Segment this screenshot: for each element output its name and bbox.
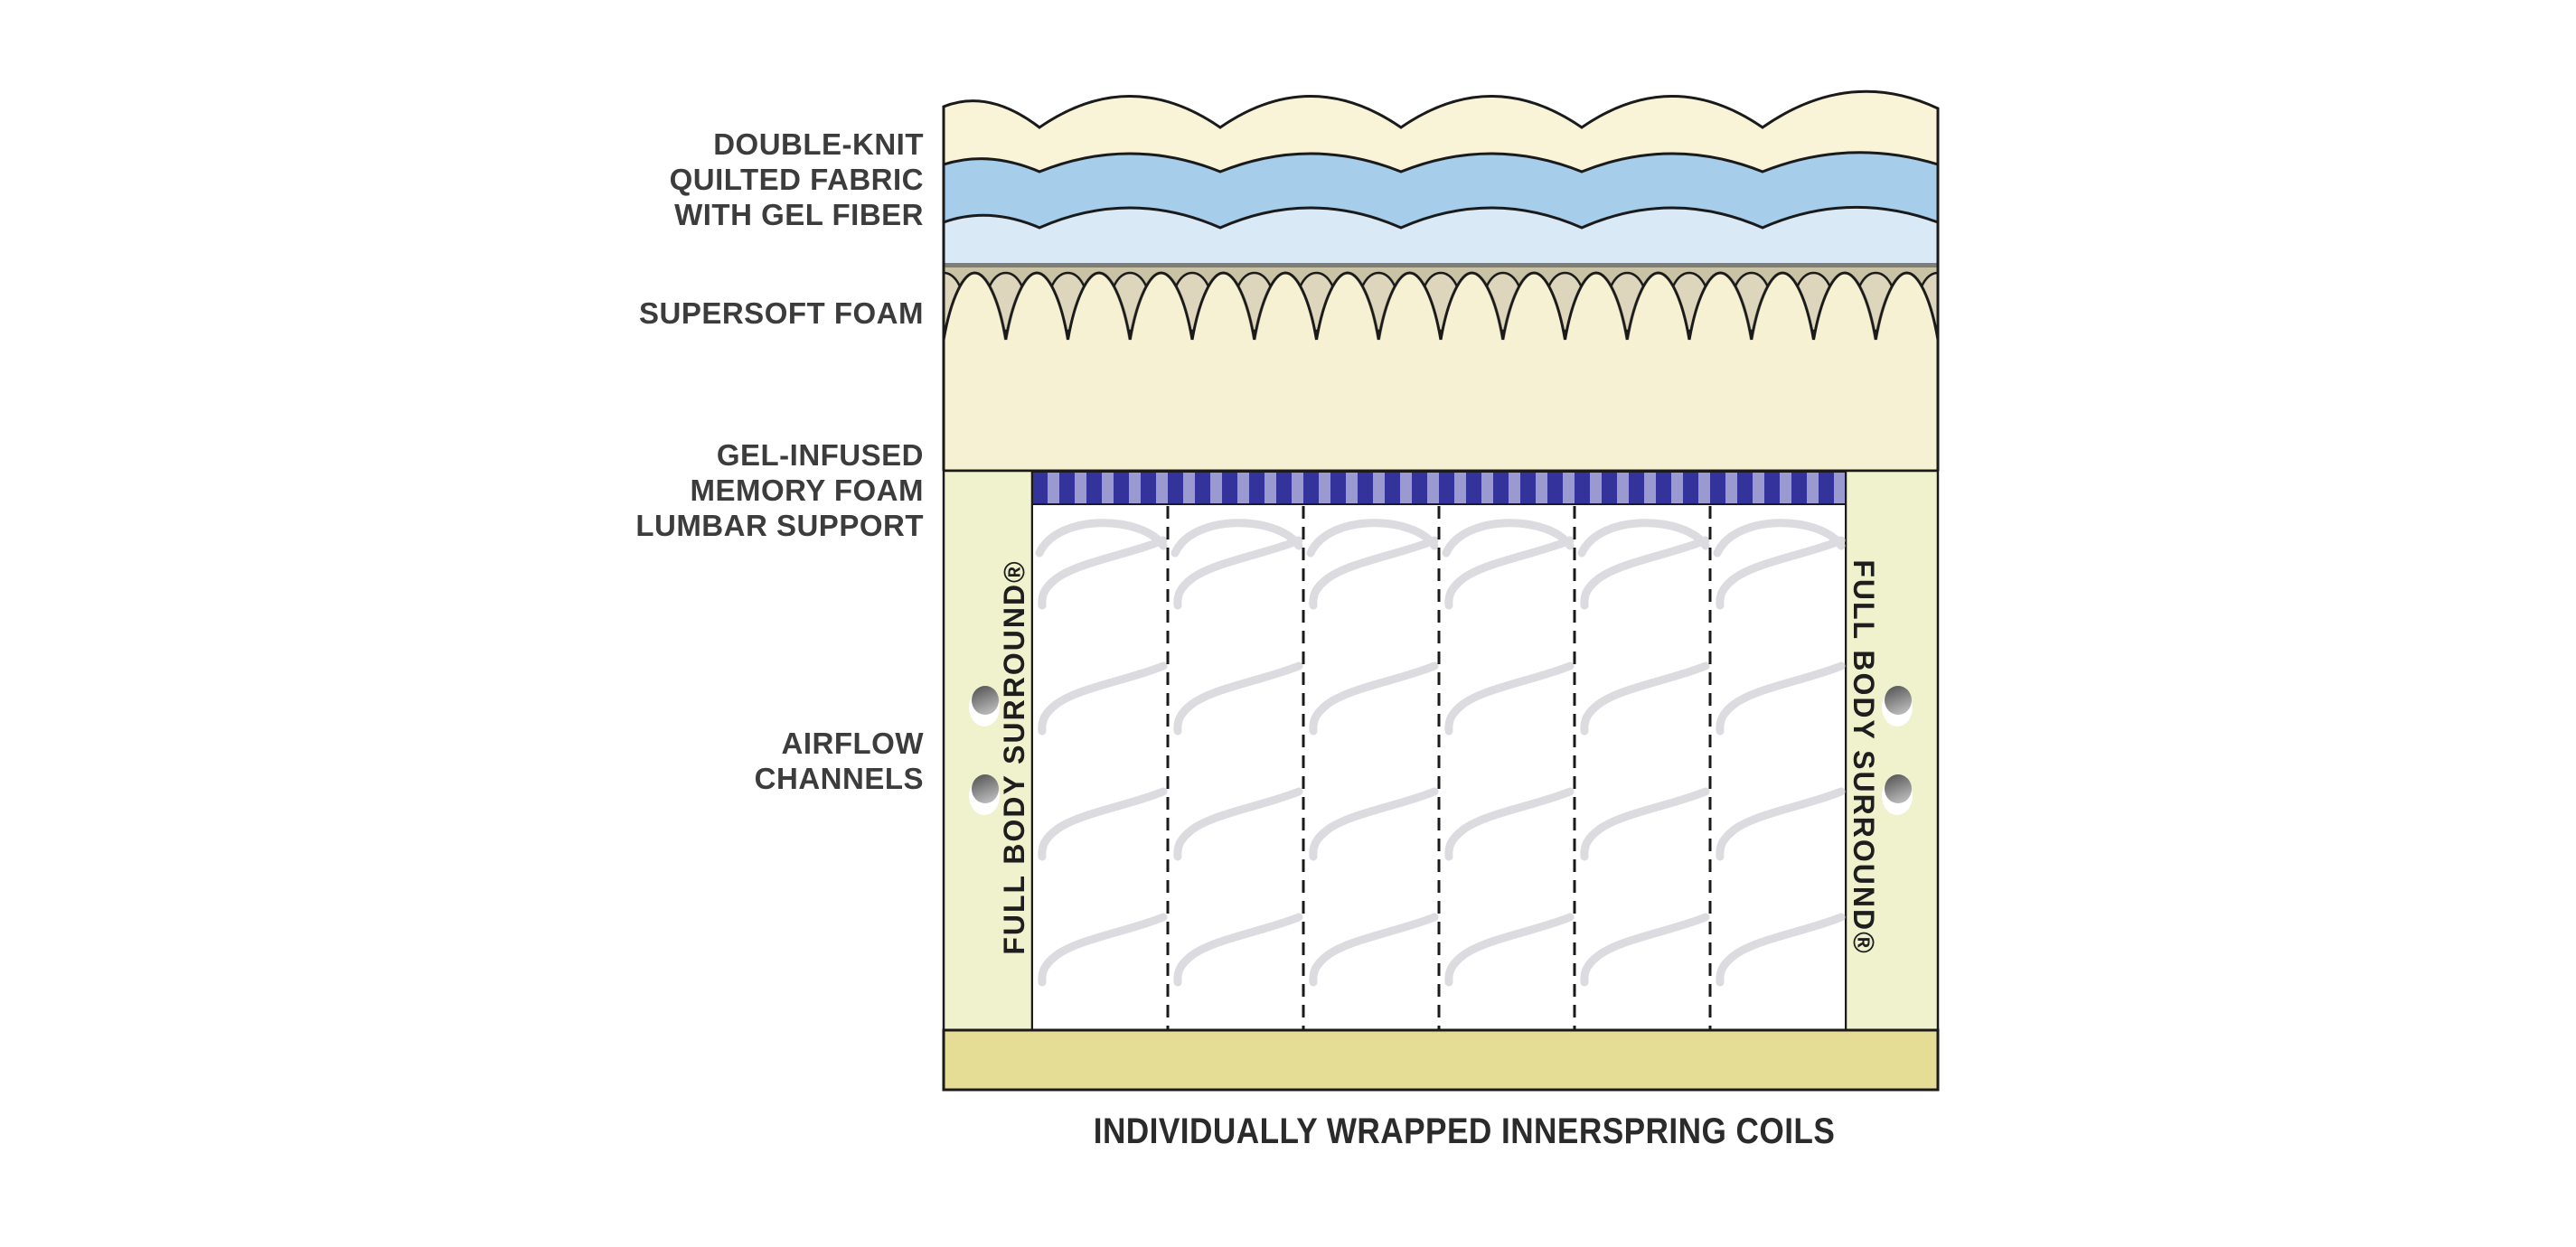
airflow-dot (969, 774, 1000, 815)
full-body-surround-right: FULL BODY SURROUND® (1847, 559, 1880, 955)
gel-fiber-light-layer (944, 207, 1938, 266)
airflow-dot (969, 686, 1000, 727)
quilt-foam-separator (944, 263, 1938, 267)
coil-separators (1166, 506, 1712, 1030)
caption-innerspring-coils: INDIVIDUALLY WRAPPED INNERSPRING COILS (1093, 1111, 1836, 1151)
full-body-surround-left: FULL BODY SURROUND® (998, 559, 1030, 955)
base-foam (942, 1028, 1940, 1092)
airflow-dot (1882, 774, 1913, 815)
lumbar-support-band (1031, 471, 1847, 505)
label-quilted-fabric: DOUBLE-KNIT QUILTED FABRIC WITH GEL FIBE… (669, 127, 924, 231)
right-rail (1844, 469, 1940, 1032)
label-airflow-channels: AIRFLOW CHANNELS (754, 727, 924, 795)
airflow-dot (1882, 686, 1913, 727)
convoluted-foam-zone (944, 267, 1938, 343)
label-supersoft-foam: SUPERSOFT FOAM (638, 296, 924, 330)
label-gel-memory-foam: GEL-INFUSED MEMORY FOAM LUMBAR SUPPORT (635, 438, 924, 542)
